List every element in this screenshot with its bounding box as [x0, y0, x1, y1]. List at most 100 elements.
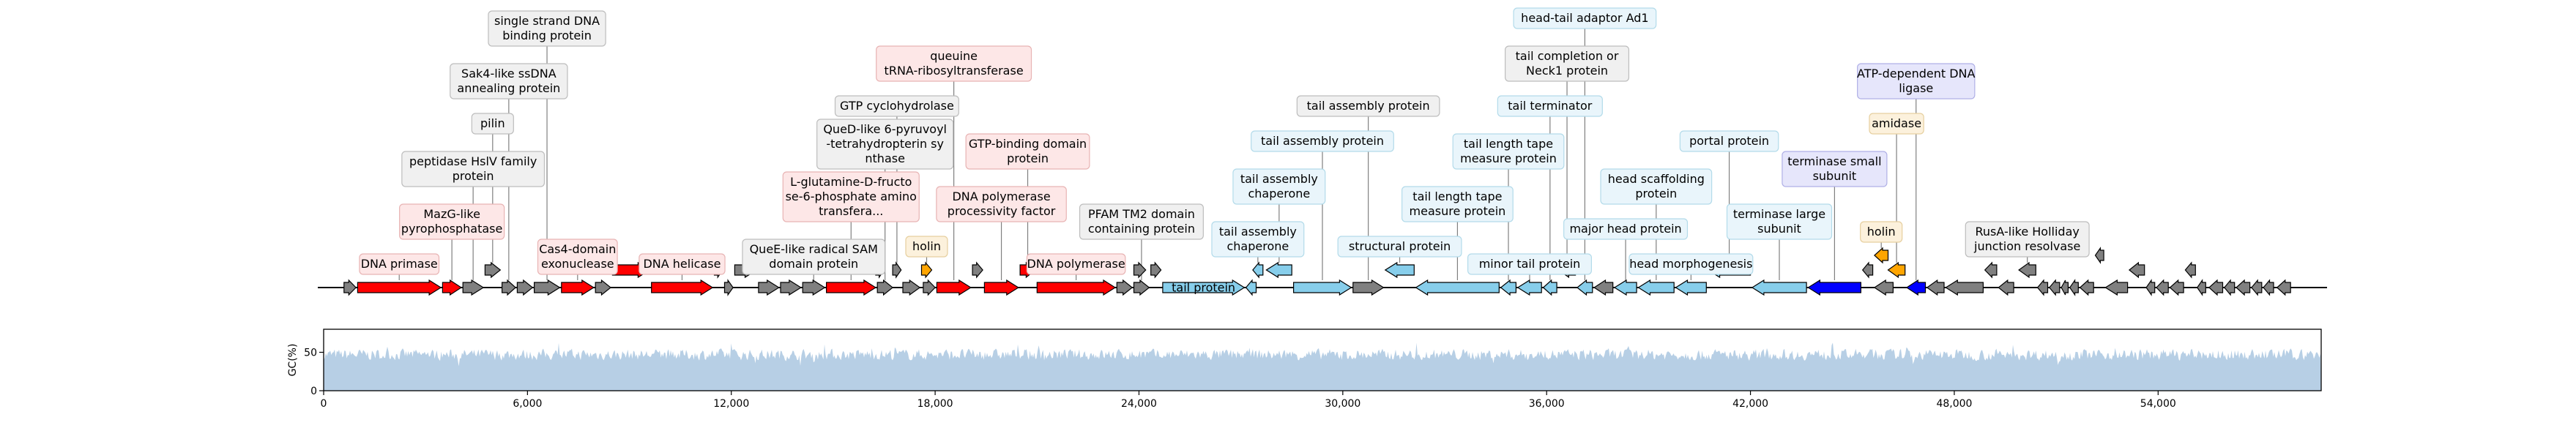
gene-arrow [595, 279, 611, 296]
gene-arrow [1150, 261, 1162, 279]
gene-label: QueE-like radical SAM domain protein [750, 242, 878, 271]
gene-label-box [639, 253, 726, 275]
gene-arrow [972, 261, 983, 279]
gene-label: major head protein [1569, 222, 1681, 236]
gene-label-box [399, 203, 505, 240]
gene-arrow [780, 279, 802, 296]
gene-arrow [2236, 279, 2251, 296]
gene-label: terminase large subunit [1733, 207, 1825, 236]
x-tick-label: 0 [321, 398, 327, 410]
gene-label-box [834, 95, 959, 117]
gene-label-box [965, 133, 1090, 170]
gene-arrow [2251, 279, 2263, 296]
gene-arrow [1984, 261, 1998, 279]
gene-arrow [876, 279, 894, 296]
gene-label: MazG-like pyrophosphatase [401, 207, 502, 236]
gene-label-box [1452, 133, 1565, 170]
gene-arrow [2061, 279, 2069, 296]
gene-arrow [1384, 261, 1415, 279]
gene-label: holin [912, 239, 941, 253]
gene-label: GTP cyclohydrolase [840, 99, 954, 113]
gene-arrow [1675, 279, 1707, 296]
gene-label: DNA polymerase [1027, 257, 1125, 271]
gene-label-box [1857, 63, 1976, 100]
gene-label: RusA-like Holliday junction resolvase [1973, 225, 2080, 253]
gene-arrow [1861, 261, 1874, 279]
gc-y-axis: 0 50 [304, 348, 324, 397]
gene-label-box [876, 45, 1032, 82]
gene-label: pilin [480, 116, 505, 130]
x-tick-label: 12,000 [713, 398, 749, 410]
x-tick-label: 42,000 [1732, 398, 1768, 410]
gene-label: QueD-like 6-pyruvoyl -tetrahydropterin sy… [823, 122, 947, 165]
gene-label: tail assembly protein [1261, 134, 1384, 148]
gene-arrow [357, 279, 442, 296]
gene-arrow [1807, 279, 1861, 296]
gene-arrow [1036, 279, 1117, 296]
gene-arrow [1887, 261, 1906, 279]
gc-panel-frame [323, 329, 2322, 391]
gene-label-box [1505, 45, 1630, 82]
gene-label: DNA primase [361, 257, 438, 271]
gene-arrow [516, 279, 534, 296]
x-tick-label: 48,000 [1936, 398, 1972, 410]
gene-arrow [2156, 279, 2169, 296]
gene-arrow [2196, 279, 2206, 296]
gene-arrow [1133, 261, 1147, 279]
gene-label: tail assembly chaperone [1219, 225, 1297, 253]
gene-arrow [1873, 279, 1894, 296]
gene-arrow [2224, 279, 2236, 296]
x-tick-label: 18,000 [917, 398, 953, 410]
gene-arrow [923, 279, 936, 296]
gene-label: structural protein [1349, 239, 1451, 253]
gc-content-panel: 0 50 GC(%) 0 6,000 12,000 18,000 24,000 30,000… [287, 329, 2322, 410]
gene-label-box [1232, 168, 1326, 205]
gene-arrow [484, 261, 502, 279]
gene-label-box [1337, 236, 1462, 258]
gene-arrow [1874, 247, 1889, 264]
gene-label-box [782, 171, 920, 222]
gene-label-box [1782, 151, 1888, 187]
gene-label: L-glutamine-D-fructo se-6-phosphate amino… [786, 175, 917, 218]
gene-arrow [1637, 279, 1675, 296]
gene-label-box [905, 236, 948, 258]
gene-arrow [651, 279, 714, 296]
gene-label-box [1513, 7, 1657, 29]
gene-label-box [1401, 186, 1514, 222]
x-tick-label: 36,000 [1529, 398, 1565, 410]
gene-label-box [1026, 253, 1126, 275]
gene-arrow [2069, 279, 2079, 296]
gene-label-box [1079, 203, 1204, 240]
gene-label: terminase small subunit [1787, 154, 1881, 183]
gene-label: amidase [1872, 116, 1921, 130]
gc-tick-label: 0 [310, 386, 317, 397]
gene-arrow [2276, 279, 2291, 296]
gene-arrow [1998, 279, 2014, 296]
gene-arrow [1352, 279, 1385, 296]
gene-arrow [1292, 279, 1352, 296]
gene-label: tail length tape measure protein [1410, 190, 1506, 218]
gene-arrow [902, 279, 921, 296]
gene-arrow [561, 279, 595, 296]
gene-label-box [1467, 253, 1593, 275]
x-tick-label: 30,000 [1325, 398, 1360, 410]
gene-label: minor tail protein [1479, 257, 1581, 271]
gene-label-box [1251, 130, 1394, 152]
gene-label-box [1679, 130, 1779, 152]
gene-arrow [1252, 261, 1264, 279]
gene-arrow [825, 279, 877, 296]
gene-labels: DNA primase MazG-like pyrophosphatase pepti… [359, 7, 2090, 295]
gene-label-box [936, 186, 1067, 222]
gene-arrow [892, 261, 902, 279]
x-tick-label: 54,000 [2140, 398, 2176, 410]
gene-label: DNA helicase [643, 257, 721, 271]
gene-arrow [2049, 279, 2061, 296]
gene-arrow [2208, 279, 2224, 296]
gene-label: tail terminator [1508, 99, 1593, 113]
gene-label-box [742, 239, 886, 275]
gene-label-box [1628, 253, 1754, 275]
gene-label: GTP-binding domain protein [969, 137, 1087, 165]
gene-arrow [2184, 261, 2196, 279]
gene-label: queuine tRNA-ribosyltransferase [885, 49, 1024, 78]
gene-label-box [471, 113, 514, 135]
